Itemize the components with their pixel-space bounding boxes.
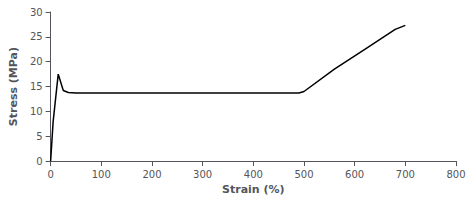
svg-text:10: 10 (30, 106, 43, 117)
svg-text:200: 200 (142, 169, 161, 180)
svg-text:15: 15 (30, 81, 43, 92)
svg-text:600: 600 (345, 169, 364, 180)
svg-text:Strain (%): Strain (%) (222, 183, 285, 196)
svg-text:0: 0 (47, 169, 53, 180)
svg-text:100: 100 (92, 169, 111, 180)
svg-text:400: 400 (244, 169, 263, 180)
svg-text:700: 700 (396, 169, 415, 180)
svg-text:800: 800 (446, 169, 465, 180)
svg-text:Stress (MPa): Stress (MPa) (7, 47, 20, 126)
svg-text:30: 30 (30, 7, 43, 18)
svg-text:25: 25 (30, 31, 43, 42)
svg-text:300: 300 (193, 169, 212, 180)
svg-text:20: 20 (30, 56, 43, 67)
svg-text:500: 500 (294, 169, 313, 180)
svg-text:5: 5 (36, 131, 42, 142)
svg-text:0: 0 (36, 156, 42, 167)
